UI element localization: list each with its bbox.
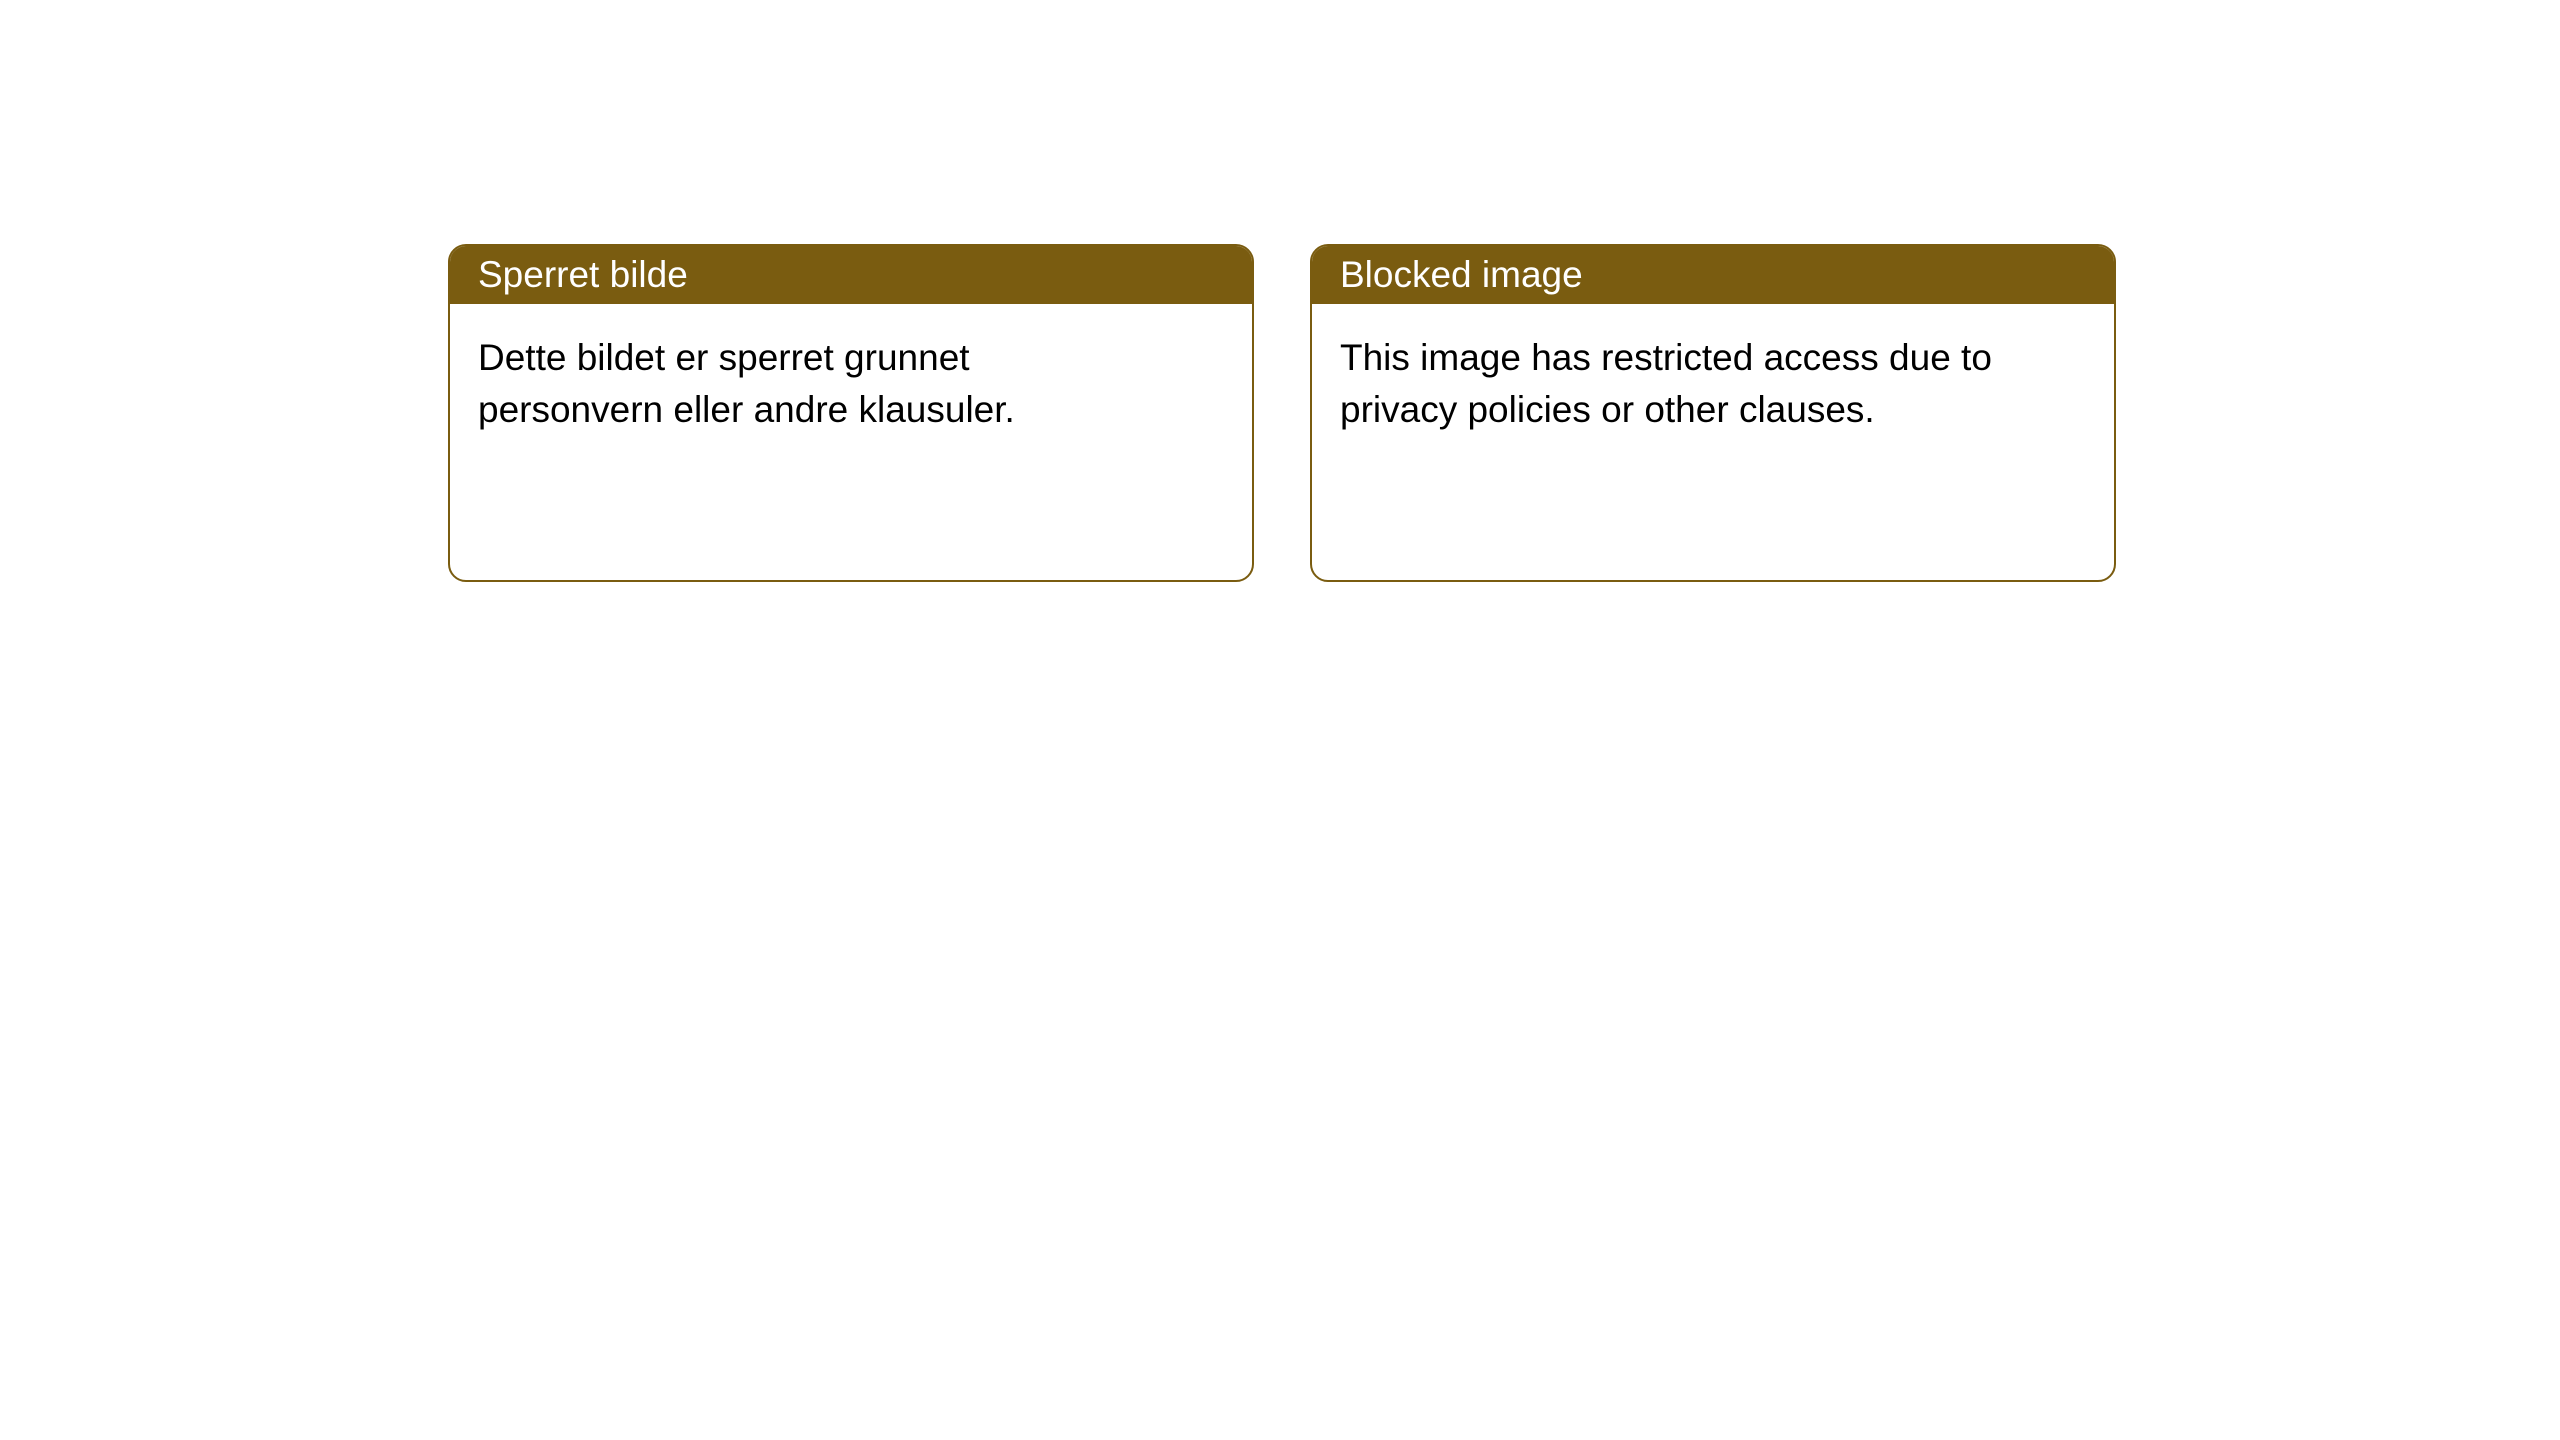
notice-box-norwegian: Sperret bilde Dette bildet er sperret gr… (448, 244, 1254, 582)
notice-body-english: This image has restricted access due to … (1312, 304, 2032, 464)
notice-body-norwegian: Dette bildet er sperret grunnet personve… (450, 304, 1170, 464)
notice-title-english: Blocked image (1340, 254, 1583, 296)
notice-box-english: Blocked image This image has restricted … (1310, 244, 2116, 582)
notice-container: Sperret bilde Dette bildet er sperret gr… (0, 0, 2560, 582)
notice-text-norwegian: Dette bildet er sperret grunnet personve… (478, 337, 1015, 430)
notice-title-norwegian: Sperret bilde (478, 254, 688, 296)
notice-header-norwegian: Sperret bilde (450, 246, 1252, 304)
notice-text-english: This image has restricted access due to … (1340, 337, 1992, 430)
notice-header-english: Blocked image (1312, 246, 2114, 304)
